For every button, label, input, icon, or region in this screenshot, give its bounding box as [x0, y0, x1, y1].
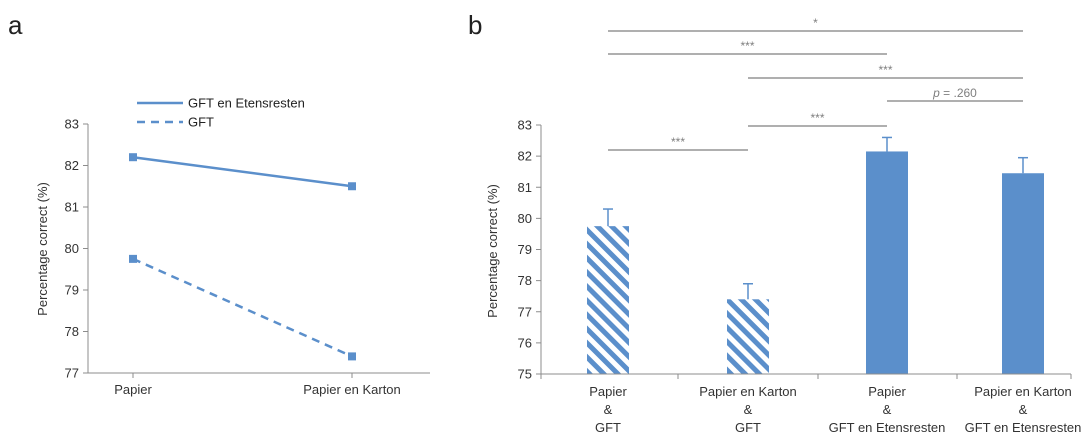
significance-label: p = .260 [932, 86, 977, 100]
x-tick-label-line: Papier en Karton [699, 384, 797, 399]
data-point [348, 182, 356, 191]
x-tick-label-line: Papier [589, 384, 627, 399]
y-tick-label: 78 [518, 273, 532, 288]
significance-label-rest: = .260 [940, 86, 977, 100]
panel-a-letter: a [8, 10, 23, 40]
significance-label: *** [810, 111, 824, 125]
significance-label: * [813, 16, 818, 30]
y-tick-label: 80 [518, 211, 532, 226]
series-line-1 [132, 155, 353, 188]
x-tick-label-line: Papier [868, 384, 906, 399]
x-tick-label-line: & [744, 402, 753, 417]
bar [1002, 173, 1044, 374]
axes: 77 78 79 80 81 82 83 Papier Papier en Karton [65, 117, 430, 397]
series-line-2 [132, 257, 353, 358]
bars [587, 136, 1044, 374]
x-tick-label-line: & [1019, 402, 1028, 417]
bar [866, 151, 908, 374]
x-tick-label-line: & [604, 402, 613, 417]
y-tick-label: 83 [518, 118, 532, 133]
y-tick-label: 77 [518, 304, 532, 319]
x-tick-label: Papier [114, 382, 152, 397]
legend-label: GFT en Etensresten [188, 96, 305, 111]
data-point [129, 153, 137, 162]
panel-a: a GFT en Etensresten GFT 77 78 79 80 81 82 83 Pa… [8, 10, 430, 397]
significance-label: *** [878, 63, 892, 77]
y-tick-label: 83 [65, 117, 79, 132]
legend-label: GFT [188, 115, 214, 130]
y-axis-title: Percentage correct (%) [485, 184, 500, 318]
x-tick-label-line: & [883, 402, 892, 417]
significance-label: *** [740, 39, 754, 53]
x-tick-label-line: Papier en Karton [974, 384, 1072, 399]
bar [727, 299, 769, 374]
x-tick-label: Papier en Karton & GFT en Etensresten [965, 384, 1082, 432]
data-point [129, 254, 137, 263]
y-tick-label: 75 [518, 367, 532, 382]
data-point [348, 352, 356, 361]
significance-brackets: *******p = .260****** [608, 16, 1023, 151]
y-tick-label: 81 [518, 180, 532, 195]
x-tick-label: Papier en Karton [303, 382, 401, 397]
panel-b-letter: b [468, 10, 482, 40]
panel-b: b *******p = .260****** 7576777879808182… [468, 10, 1081, 432]
y-tick-label: 80 [65, 241, 79, 256]
x-tick-label-line: GFT [595, 420, 621, 432]
x-tick-label: Papier & GFT [589, 384, 627, 432]
y-tick-label: 76 [518, 335, 532, 350]
x-tick-label-line: GFT [735, 420, 761, 432]
y-tick-label: 79 [518, 242, 532, 257]
significance-label-italic: p [932, 86, 940, 100]
y-tick-label: 78 [65, 324, 79, 339]
x-tick-label: Papier & GFT en Etensresten [829, 384, 946, 432]
significance-label: *** [671, 135, 685, 149]
x-tick-label-line: GFT en Etensresten [829, 420, 946, 432]
bar [587, 226, 629, 374]
y-axis-title: Percentage correct (%) [35, 182, 50, 316]
y-tick-label: 82 [65, 158, 79, 173]
series-lines [129, 153, 356, 361]
legend: GFT en Etensresten GFT [137, 96, 305, 130]
y-tick-label: 77 [65, 366, 79, 381]
y-tick-label: 81 [65, 200, 79, 215]
x-tick-label-line: GFT en Etensresten [965, 420, 1082, 432]
y-tick-label: 79 [65, 283, 79, 298]
x-tick-label: Papier en Karton & GFT [699, 384, 797, 432]
y-tick-label: 82 [518, 149, 532, 164]
